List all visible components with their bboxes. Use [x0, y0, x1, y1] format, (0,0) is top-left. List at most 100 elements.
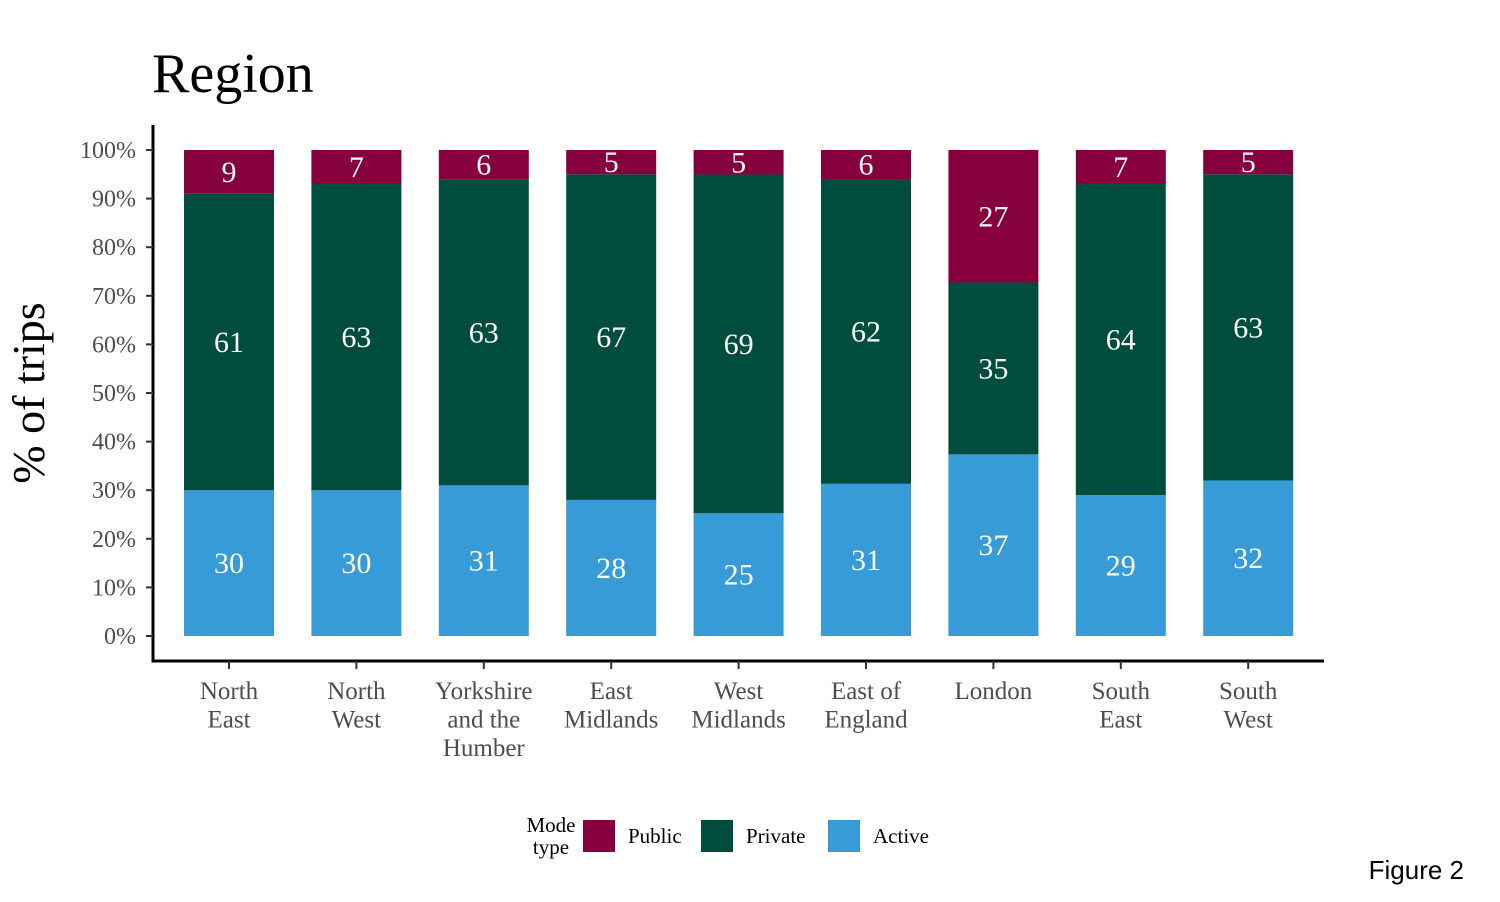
data-label-public: 9	[222, 156, 237, 189]
y-tick-label: 40%	[92, 430, 136, 456]
data-label-private: 67	[596, 321, 626, 354]
x-tick-label: West Midlands	[691, 678, 785, 734]
x-tick-label-line: London	[955, 678, 1033, 705]
data-label-private: 63	[341, 321, 371, 354]
bar-segment-active	[566, 499, 657, 636]
y-tick-label: 10%	[92, 575, 136, 601]
y-tick-label: 80%	[92, 235, 136, 261]
y-tick-label: 0%	[104, 624, 136, 650]
x-tick-label-line: West	[332, 707, 381, 734]
x-tick-label-line: South	[1219, 678, 1278, 705]
x-tick-label-line: South	[1092, 678, 1151, 705]
data-label-public: 5	[604, 146, 619, 179]
y-tick-label: 70%	[92, 284, 136, 310]
data-label-active: 28	[596, 552, 626, 585]
data-label-public: 27	[978, 200, 1008, 233]
bar-segment-private	[821, 179, 911, 484]
bar-segment-active	[1075, 495, 1166, 636]
chart-title: Region	[152, 43, 314, 105]
legend-key-active	[828, 820, 860, 852]
data-label-public: 7	[1113, 151, 1128, 184]
x-tick-label-line: North	[327, 678, 386, 705]
data-label-public: 6	[859, 149, 874, 182]
data-label-active: 31	[851, 544, 881, 577]
x-tick-label-line: West	[714, 678, 763, 705]
legend-label-private: Private	[746, 824, 805, 848]
y-tick-label: 30%	[92, 478, 136, 504]
x-tick-label: South East	[1092, 678, 1151, 734]
x-tick-label: North West	[327, 678, 386, 734]
y-tick-label: 50%	[92, 381, 136, 407]
x-tick-label-line: and the	[447, 707, 520, 734]
bar-segment-private	[1203, 174, 1294, 481]
bar-segment-private	[566, 174, 657, 500]
x-tick-label-line: East of	[831, 678, 902, 705]
data-label-active: 30	[214, 547, 244, 580]
legend: Mode type Public Private Active	[527, 813, 929, 859]
legend-key-private	[701, 820, 733, 852]
legend-label-active: Active	[873, 824, 929, 848]
x-tick-label: North East	[200, 678, 259, 734]
x-tick-label: East of England	[824, 678, 908, 734]
x-tick-label-line: Humber	[443, 735, 526, 762]
x-tick-label-line: East	[590, 678, 633, 705]
x-tick-label-line: North	[200, 678, 259, 705]
bar-segment-private	[1075, 184, 1166, 496]
bar-segment-public	[1203, 150, 1294, 175]
data-label-private: 62	[851, 316, 881, 349]
legend-label-public: Public	[628, 824, 682, 848]
y-tick-label: 100%	[80, 138, 136, 164]
y-axis-label: % of trips	[3, 302, 54, 483]
x-tick-label: East Midlands	[564, 678, 658, 734]
x-tick-label: South West	[1219, 678, 1278, 734]
bar-segment-private	[438, 179, 529, 486]
legend-title-line: type	[533, 835, 569, 859]
figure-caption: Figure 2	[1368, 855, 1464, 885]
bar-segment-public	[693, 150, 784, 175]
x-tick-label-line: Yorkshire	[435, 678, 532, 705]
bar-segment-private	[693, 174, 784, 514]
bar-segment-private	[948, 282, 1039, 455]
bar-segment-active	[948, 454, 1039, 636]
legend-title: Mode type	[527, 813, 576, 859]
bar-segment-active	[184, 490, 274, 636]
plot-area: 0% 10% 20% 30% 40% 50% 60% 70% 80% 90% 100% 30 61 9 No…	[80, 125, 1324, 762]
data-label-private: 63	[469, 316, 499, 349]
bar-segment-active	[311, 490, 402, 636]
bar-segment-public	[566, 150, 657, 175]
legend-title-line: Mode	[527, 813, 576, 837]
bar-segment-public	[438, 150, 529, 180]
data-label-private: 63	[1233, 311, 1263, 344]
x-tick-label-line: West	[1224, 707, 1273, 734]
bar-segment-public	[1075, 150, 1166, 185]
data-label-private: 61	[214, 326, 244, 359]
x-tick-label: London	[955, 678, 1033, 705]
bar-segment-private	[184, 193, 274, 491]
x-tick-label-line: East	[207, 707, 250, 734]
bar-segment-public	[948, 150, 1039, 283]
y-tick-label: 60%	[92, 332, 136, 358]
data-label-private: 35	[978, 352, 1008, 385]
data-label-public: 6	[476, 149, 491, 182]
bar-segment-active	[1203, 480, 1294, 636]
data-label-private: 69	[724, 328, 754, 361]
y-tick-label: 20%	[92, 527, 136, 553]
bar-segment-public	[311, 150, 402, 185]
data-label-active: 31	[469, 545, 499, 578]
bar-segment-private	[311, 184, 402, 491]
data-label-active: 32	[1233, 542, 1263, 575]
x-tick-label: Yorkshire and the Humber	[435, 678, 532, 762]
bar-segment-active	[693, 513, 784, 636]
data-label-public: 7	[349, 151, 364, 184]
bar-segment-active	[821, 483, 911, 636]
data-label-private: 64	[1106, 324, 1136, 357]
data-label-active: 25	[724, 559, 754, 592]
data-label-active: 30	[341, 547, 371, 580]
bar-segment-public	[821, 150, 911, 180]
legend-key-public	[583, 820, 615, 852]
y-tick-label: 90%	[92, 187, 136, 213]
bar-segment-public	[184, 150, 274, 194]
x-tick-label-line: Midlands	[564, 707, 658, 734]
data-label-active: 37	[978, 529, 1008, 562]
